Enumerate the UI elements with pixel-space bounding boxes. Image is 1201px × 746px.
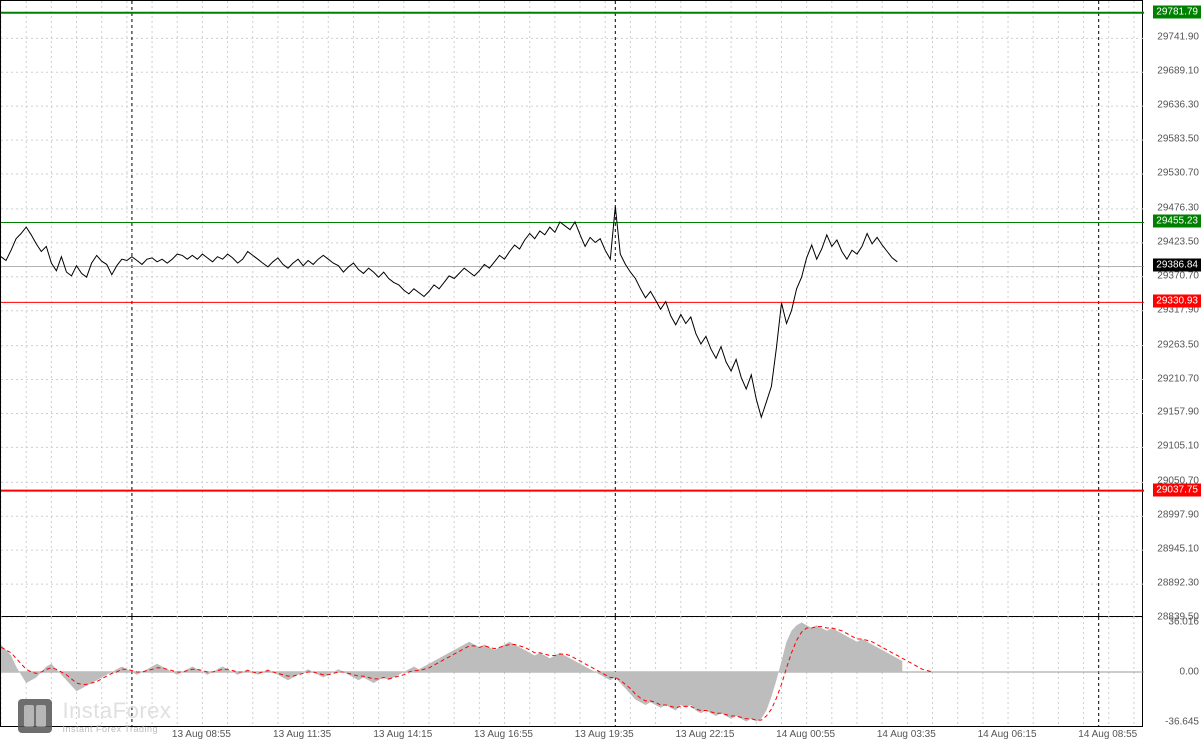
y-tick-label: 29423.50: [1143, 236, 1201, 247]
indicator-y-tick-label: 36.016: [1143, 617, 1201, 628]
indicator-y-tick-label: 0.00: [1143, 667, 1201, 678]
x-tick-label: 13 Aug 14:15: [373, 729, 432, 740]
y-tick-label: 29583.50: [1143, 134, 1201, 145]
y-tick-label: 28892.30: [1143, 578, 1201, 589]
y-tick-label: 29636.30: [1143, 100, 1201, 111]
x-tick-label: 13 Aug 08:55: [172, 729, 231, 740]
y-tick-label: 29157.90: [1143, 407, 1201, 418]
x-tick-label: 14 Aug 08:55: [1078, 729, 1137, 740]
y-tick-label: 29210.70: [1143, 373, 1201, 384]
x-axis: 13 Aug 08:55 13 Aug 11:35 13 Aug 14:15 13 A…: [0, 727, 1143, 746]
level-label: 29330.93: [1153, 295, 1201, 308]
logo-tagline: Instant Forex Trading: [62, 724, 171, 734]
y-tick-label: 29530.70: [1143, 167, 1201, 178]
y-tick-label: 29476.30: [1143, 202, 1201, 213]
y-tick-label: 29263.50: [1143, 339, 1201, 350]
y-tick-label: 29689.10: [1143, 66, 1201, 77]
x-tick-label: 14 Aug 03:35: [877, 729, 936, 740]
y-tick-label: 28945.10: [1143, 544, 1201, 555]
logo-name: InstaForex: [62, 698, 171, 724]
level-label: 29037.75: [1153, 483, 1201, 496]
chart-container: 13 Aug 08:55 13 Aug 11:35 13 Aug 14:15 13 A…: [0, 0, 1201, 746]
indicator-panel[interactable]: [0, 617, 1143, 727]
x-tick-label: 14 Aug 06:15: [978, 729, 1037, 740]
level-label: 29455.23: [1153, 215, 1201, 228]
x-tick-label: 13 Aug 16:55: [474, 729, 533, 740]
x-tick-label: 13 Aug 11:35: [273, 729, 331, 740]
y-tick-label: 29741.90: [1143, 32, 1201, 43]
current-price-label: 29386.84: [1153, 259, 1201, 272]
x-tick-label: 13 Aug 19:35: [575, 729, 634, 740]
y-axis-indicator: 36.016 0.00 -36.645: [1143, 617, 1201, 727]
x-tick-label: 13 Aug 22:15: [675, 729, 734, 740]
level-label: 29781.79: [1153, 5, 1201, 18]
logo-icon: [18, 699, 52, 733]
y-tick-label: 29370.70: [1143, 270, 1201, 281]
y-tick-label: 28997.90: [1143, 510, 1201, 521]
instaforex-logo: InstaForex Instant Forex Trading: [18, 698, 171, 734]
x-tick-label: 14 Aug 00:55: [776, 729, 835, 740]
y-tick-label: 29105.10: [1143, 441, 1201, 452]
indicator-y-tick-label: -36.645: [1143, 717, 1201, 728]
price-panel[interactable]: [0, 0, 1143, 617]
y-axis-price: 29741.90 29689.10 29636.30 29583.50 29530.70…: [1143, 0, 1201, 617]
